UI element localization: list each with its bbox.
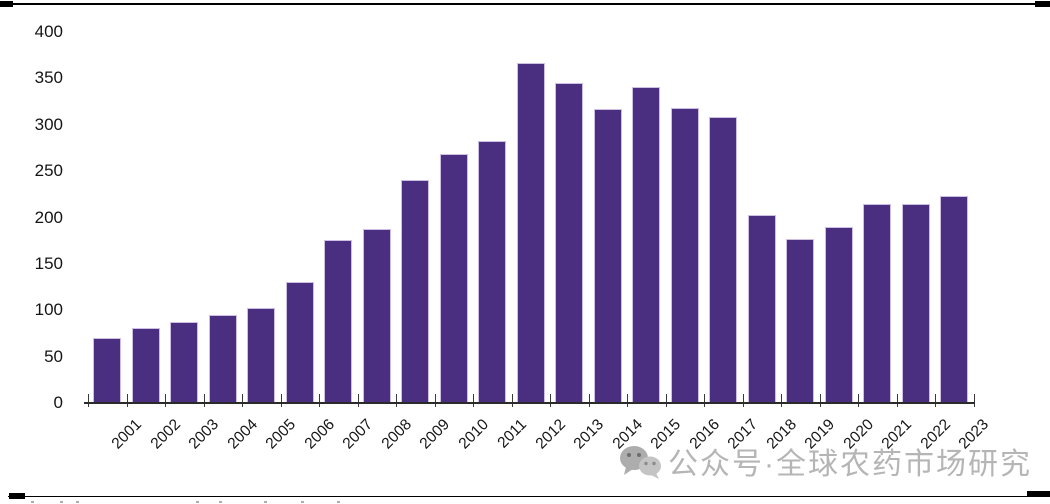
x-tick-label-2003: 2003 <box>185 416 223 453</box>
bar-2012 <box>516 62 545 403</box>
x-tick-label-2005: 2005 <box>262 416 300 453</box>
x-axis-tick <box>396 394 398 407</box>
bar-2005 <box>247 308 276 403</box>
x-axis-tick <box>588 394 590 407</box>
bar-2022 <box>901 203 930 403</box>
x-axis-tick <box>819 394 821 407</box>
x-axis-tick <box>858 394 860 407</box>
x-tick-label-2009: 2009 <box>416 416 454 453</box>
bottom-rule-right-end <box>1027 491 1050 497</box>
y-tick-label: 300 <box>34 114 63 134</box>
bar-2013 <box>555 83 584 403</box>
x-axis-tick <box>357 394 359 407</box>
x-tick-label-2012: 2012 <box>532 416 569 453</box>
y-tick-label: 200 <box>34 207 63 227</box>
x-tick-label-2007: 2007 <box>339 416 377 453</box>
watermark: 公众号·全球农药市场研究 <box>618 444 1032 485</box>
bar-2008 <box>362 228 391 403</box>
x-axis-line <box>84 402 975 404</box>
y-tick-label: 50 <box>44 346 63 366</box>
bar-2021 <box>863 203 892 403</box>
bar-2020 <box>824 226 853 403</box>
bar-2016 <box>670 108 699 403</box>
bottom-rule <box>8 496 1050 498</box>
x-axis-tick <box>781 394 783 407</box>
bar-2001 <box>93 338 122 403</box>
wechat-icon <box>618 444 662 485</box>
y-tick-label: 350 <box>34 68 63 88</box>
y-tick-label: 100 <box>34 300 63 320</box>
x-axis-tick <box>203 394 205 407</box>
x-axis-tick <box>319 394 321 407</box>
bar-2010 <box>439 154 468 403</box>
x-axis-tick <box>280 394 282 407</box>
x-axis-tick <box>973 394 975 407</box>
x-axis-tick <box>742 394 744 407</box>
bar-2017 <box>709 117 738 403</box>
x-axis-tick <box>473 394 475 407</box>
x-axis-tick <box>704 394 706 407</box>
bottom-rule-left-end <box>9 493 25 499</box>
bar-2023 <box>940 196 969 403</box>
x-tick-label-2002: 2002 <box>147 416 184 453</box>
x-axis-tick <box>550 394 552 407</box>
y-tick-label: 250 <box>34 161 63 181</box>
x-axis-tick <box>665 394 667 407</box>
x-tick-label-2004: 2004 <box>224 416 261 453</box>
top-rule-left-end <box>0 1 13 7</box>
bar-2007 <box>324 239 353 403</box>
y-tick-label: 150 <box>34 253 63 273</box>
x-tick-label-2001: 2001 <box>108 416 146 453</box>
x-axis-tick <box>242 394 244 407</box>
x-axis-tick <box>627 394 629 407</box>
watermark-text: 公众号·全球农药市场研究 <box>668 447 1032 481</box>
x-axis-tick <box>126 394 128 407</box>
bar-2002 <box>131 327 160 403</box>
x-axis-tick <box>165 394 167 407</box>
bar-2019 <box>786 238 815 403</box>
x-tick-label-2011: 2011 <box>494 416 531 452</box>
top-rule <box>0 3 1050 5</box>
bar-2018 <box>747 214 776 403</box>
x-axis-tick <box>511 394 513 407</box>
bar-2015 <box>632 86 661 403</box>
x-axis-tick <box>434 394 436 407</box>
bar-2003 <box>170 322 199 403</box>
x-axis-tick <box>88 394 90 407</box>
x-tick-label-2006: 2006 <box>301 416 338 453</box>
bar-2004 <box>208 314 237 403</box>
bar-2014 <box>593 109 622 403</box>
bar-2006 <box>285 282 314 403</box>
x-axis-tick <box>935 394 937 407</box>
x-tick-label-2008: 2008 <box>378 416 415 453</box>
x-tick-label-2010: 2010 <box>455 416 492 453</box>
top-rule-right-end <box>1035 1 1050 7</box>
y-tick-label: 0 <box>53 393 63 412</box>
bar-2011 <box>478 140 507 403</box>
x-axis-tick <box>896 394 898 407</box>
x-tick-label-2013: 2013 <box>570 416 608 453</box>
bar-2009 <box>401 180 430 403</box>
y-tick-label: 400 <box>34 22 63 41</box>
